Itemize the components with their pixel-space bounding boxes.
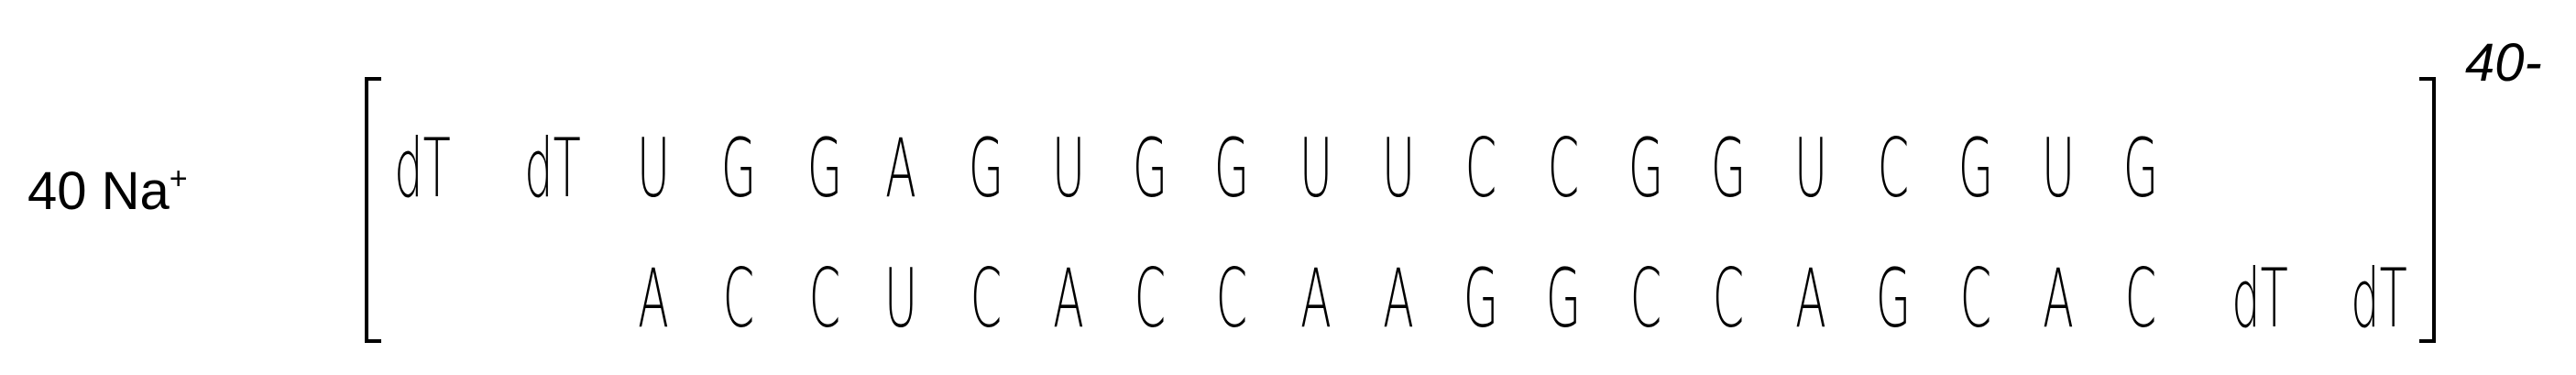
antisense-nucleotide: A (2043, 251, 2074, 346)
sense-nucleotide: U (636, 121, 671, 215)
sense-nucleotide: dT (524, 121, 581, 215)
charge-label: 40- (2465, 33, 2542, 93)
sense-nucleotide: G (1213, 121, 1250, 215)
sense-nucleotide: G (1957, 121, 1994, 215)
sense-nucleotide: G (806, 121, 843, 215)
sense-nucleotide: U (1793, 121, 1828, 215)
antisense-nucleotide: C (1134, 251, 1167, 346)
left-bracket (365, 77, 381, 343)
antisense-nucleotide: C (722, 251, 755, 346)
sense-nucleotide: U (1381, 121, 1416, 215)
antisense-nucleotide: C (1959, 251, 1992, 346)
antisense-strand: A C C U C A C C A A G G C C A G C A C dT… (0, 253, 2576, 345)
antisense-nucleotide: C (1629, 251, 1662, 346)
sense-nucleotide: G (1628, 121, 1664, 215)
antisense-nucleotide: A (638, 251, 669, 346)
sense-nucleotide: G (968, 121, 1004, 215)
antisense-nucleotide: A (1300, 251, 1332, 346)
sense-nucleotide: U (1051, 121, 1086, 215)
antisense-nucleotide: G (1875, 251, 1912, 346)
sense-nucleotide: U (2041, 121, 2076, 215)
antisense-nucleotide: A (1383, 251, 1414, 346)
sense-nucleotide: C (1877, 121, 1910, 215)
antisense-nucleotide: G (1545, 251, 1582, 346)
antisense-nucleotide: C (1712, 251, 1745, 346)
antisense-nucleotide: A (1795, 251, 1826, 346)
sense-nucleotide: C (1464, 121, 1497, 215)
sense-nucleotide: G (1710, 121, 1747, 215)
sense-strand: dT dT U G G A G U G G U U C C G G U C G … (0, 123, 2576, 215)
counterion-sign: + (169, 161, 188, 196)
sense-nucleotide: U (1299, 121, 1333, 215)
right-bracket (2419, 77, 2436, 343)
antisense-nucleotide: dT (2351, 251, 2407, 346)
antisense-nucleotide: dT (2231, 251, 2288, 346)
sense-nucleotide: A (885, 121, 916, 215)
sense-nucleotide: dT (394, 121, 451, 215)
antisense-nucleotide: A (1053, 251, 1084, 346)
antisense-nucleotide: G (1463, 251, 1499, 346)
antisense-nucleotide: C (2124, 251, 2157, 346)
counterion-count: 40 Na (27, 161, 170, 221)
sense-nucleotide: C (1547, 121, 1580, 215)
sense-nucleotide: G (2122, 121, 2159, 215)
sense-nucleotide: G (720, 121, 757, 215)
antisense-nucleotide: C (970, 251, 1003, 346)
counterion-label: 40 Na+ (27, 163, 188, 218)
antisense-nucleotide: U (883, 251, 918, 346)
sense-nucleotide: G (1132, 121, 1168, 215)
antisense-nucleotide: C (1215, 251, 1248, 346)
antisense-nucleotide: C (808, 251, 841, 346)
